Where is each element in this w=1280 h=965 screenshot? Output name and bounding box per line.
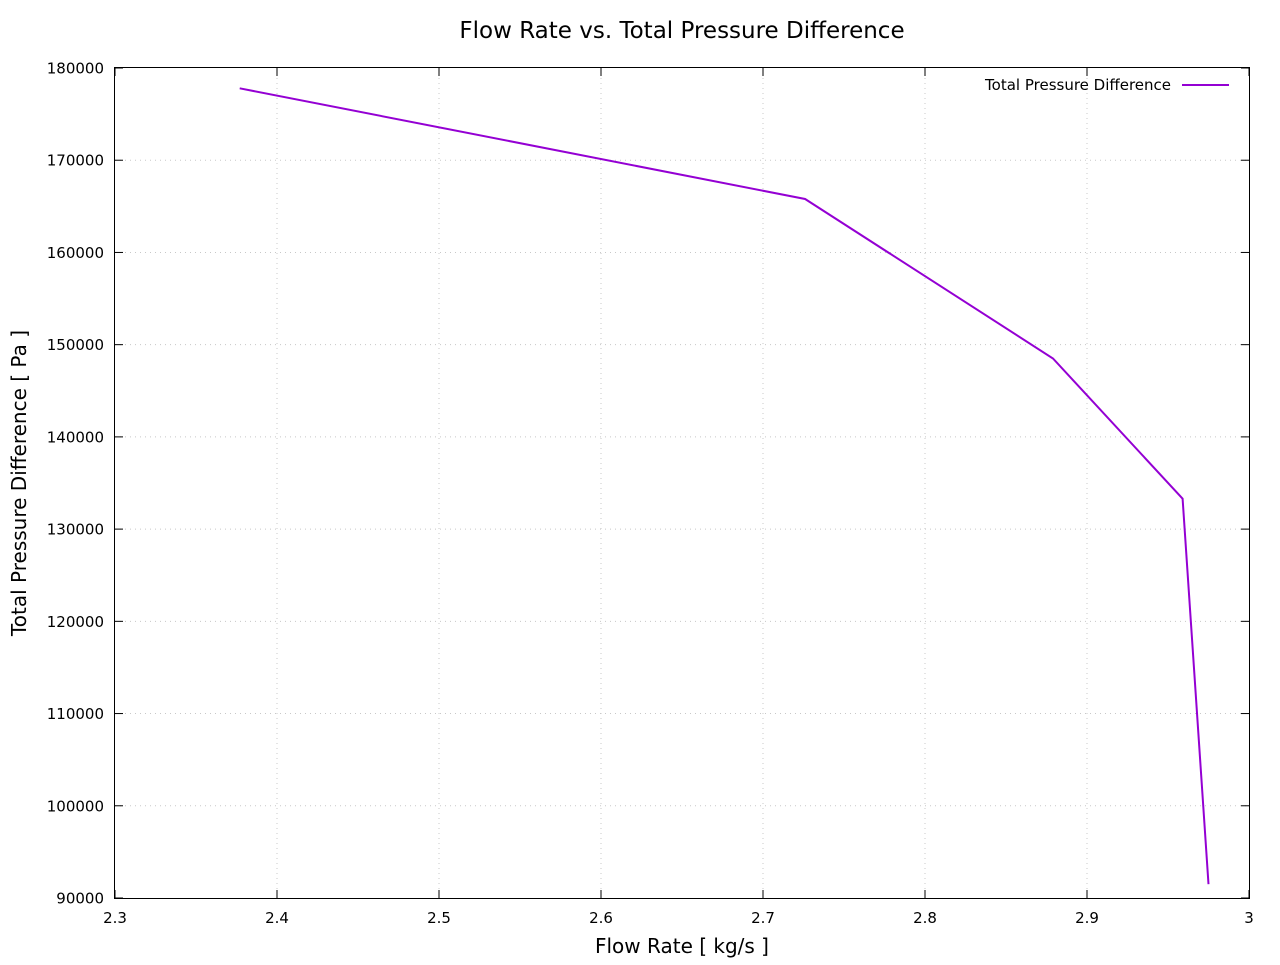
x-tick-label: 2.6 <box>589 909 613 927</box>
y-tick-label: 110000 <box>47 705 104 723</box>
y-tick-label: 120000 <box>47 613 104 631</box>
series-line <box>239 87 1210 885</box>
x-axis-title: Flow Rate [ kg/s ] <box>595 934 769 958</box>
legend: Total Pressure Difference <box>984 76 1229 94</box>
x-tick-label: 2.3 <box>103 909 127 927</box>
x-tick-label: 2.7 <box>751 909 775 927</box>
y-tick-label: 90000 <box>56 890 104 908</box>
y-tick-label: 130000 <box>47 521 104 539</box>
y-tick-label: 160000 <box>47 244 104 262</box>
x-tick-label: 3 <box>1244 909 1254 927</box>
y-tick-label: 170000 <box>47 152 104 170</box>
x-tick-label: 2.4 <box>265 909 289 927</box>
axis-ticks: 2.3 2.4 2.5 2.6 2.7 2.8 2.9 3 90000 100000 110000 1… <box>47 60 1254 928</box>
y-tick-label: 180000 <box>47 60 104 78</box>
y-tick-label: 150000 <box>47 336 104 354</box>
grid <box>115 68 1249 898</box>
y-axis-title: Total Pressure Difference [ Pa ] <box>7 330 31 637</box>
plot-frame <box>114 67 1250 899</box>
x-tick-label: 2.5 <box>427 909 451 927</box>
y-tick-label: 100000 <box>47 797 104 815</box>
x-tick-label: 2.9 <box>1075 909 1099 927</box>
legend-label: Total Pressure Difference <box>984 76 1171 94</box>
series-layer <box>239 87 1210 885</box>
x-tick-label: 2.8 <box>913 909 937 927</box>
y-tick-label: 140000 <box>47 428 104 446</box>
chart-title: Flow Rate vs. Total Pressure Difference <box>459 18 904 44</box>
